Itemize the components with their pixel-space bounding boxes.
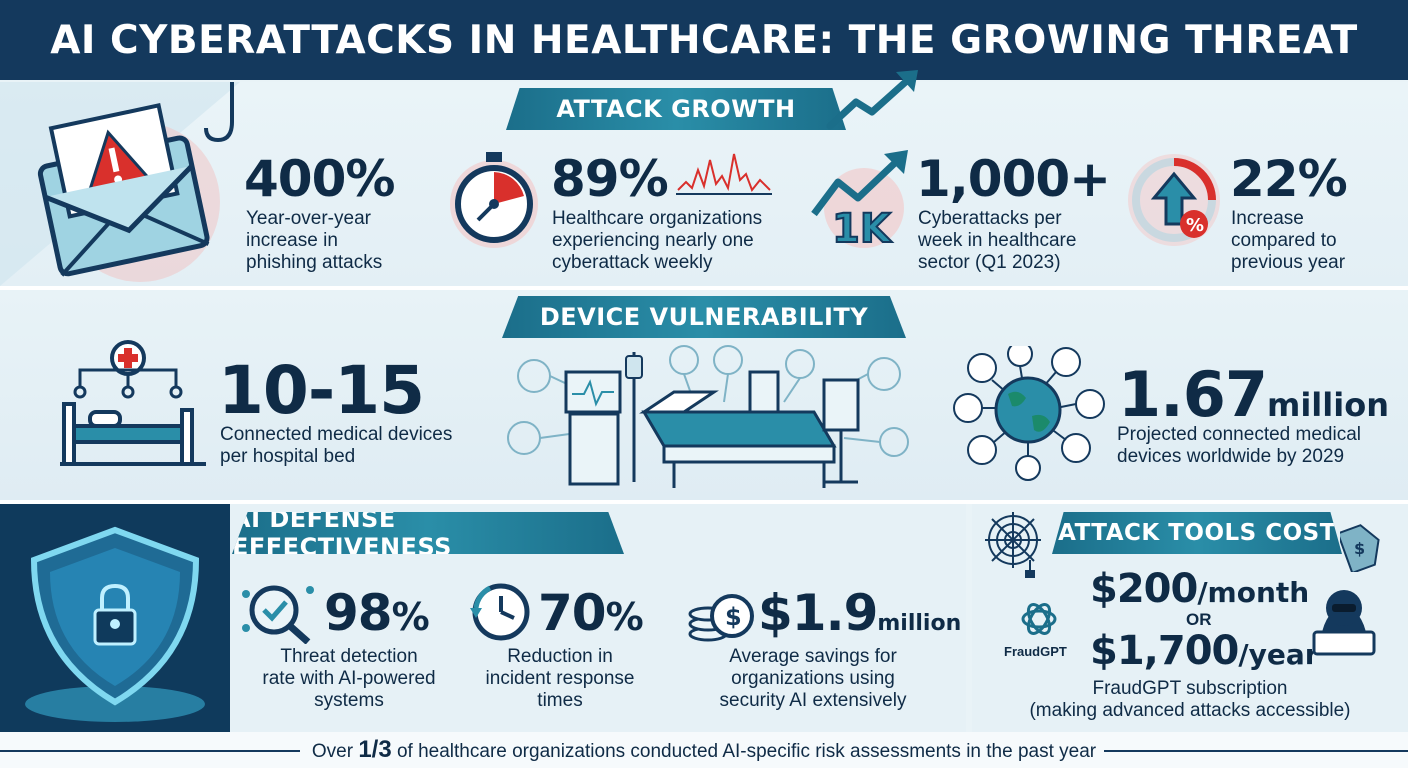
divider-2 xyxy=(0,500,1408,504)
stat-detection-value: 98% xyxy=(324,584,430,642)
price-month: $200/month xyxy=(1090,566,1310,612)
shield-lock-icon xyxy=(0,504,230,732)
stat-phishing-desc: Year-over-year increase in phishing atta… xyxy=(246,208,383,273)
hospital-bed-icon xyxy=(60,340,206,466)
fraudgpt-brand-label: FraudGPT xyxy=(1004,644,1067,659)
stat-global-devices-value: 1.67million xyxy=(1118,358,1389,431)
stat-response-desc: Reduction in incident response times xyxy=(485,646,635,711)
phishing-email-icon xyxy=(0,82,240,286)
trend-arrow-icon xyxy=(826,70,918,130)
stat-1000-desc: Cyberattacks per week in healthcare sect… xyxy=(918,208,1077,273)
or-separator: OR xyxy=(1186,610,1212,629)
device-vulnerability-banner: DEVICE VULNERABILITY xyxy=(502,296,906,338)
stat-phishing-value: 400% xyxy=(244,150,395,208)
clock-icon xyxy=(470,583,530,641)
stat-weekly-desc: Healthcare organizations experiencing ne… xyxy=(552,208,763,273)
stat-savings-desc: Average savings for organizations using … xyxy=(719,646,907,711)
stat-weekly-value: 89% xyxy=(551,150,669,208)
ai-defense-banner: AI DEFENSE EFFECTIVENESS xyxy=(232,512,624,554)
footer-highlight: 1/3 xyxy=(358,736,392,763)
spike-chart-icon xyxy=(676,153,772,195)
footer-note: Over 1/3 of healthcare organizations con… xyxy=(303,736,1105,764)
price-tag-icon: $ xyxy=(1340,524,1380,572)
footer-bar: Over 1/3 of healthcare organizations con… xyxy=(0,732,1408,768)
stat-devices-per-bed-desc: Connected medical devices per hospital b… xyxy=(220,424,453,467)
attack-tools-banner: ATTACK TOOLS COST xyxy=(1052,512,1342,554)
stat-22-value: 22% xyxy=(1230,150,1348,208)
stat-22-desc: Increase compared to previous year xyxy=(1231,208,1346,273)
percent-increase-icon: % xyxy=(1128,154,1220,246)
header-bar: AI CYBERATTACKS IN HEALTHCARE: THE GROWI… xyxy=(0,0,1408,80)
footer-line-right xyxy=(1080,750,1408,752)
stat-1000-value: 1,000+ xyxy=(916,150,1111,208)
divider-1 xyxy=(0,286,1408,290)
1k-label: 1K xyxy=(832,206,893,248)
price-year: $1,700/year xyxy=(1090,628,1319,674)
fraudgpt-logo-icon xyxy=(1021,603,1057,635)
attack-growth-banner: ATTACK GROWTH xyxy=(506,88,846,130)
percent-badge-label: % xyxy=(1186,215,1204,236)
hacker-icon xyxy=(1312,590,1376,656)
svg-text:$: $ xyxy=(1354,539,1365,558)
globe-network-icon xyxy=(953,346,1105,481)
coins-icon: $ xyxy=(688,594,754,642)
stat-savings-value: $1.9million xyxy=(758,584,962,642)
stat-detection-desc: Threat detection rate with AI-powered sy… xyxy=(262,646,436,711)
stat-global-devices-desc: Projected connected medical devices worl… xyxy=(1117,424,1361,467)
stopwatch-icon xyxy=(450,152,538,248)
stat-devices-per-bed-value: 10-15 xyxy=(218,352,425,429)
attack-tools-desc: FraudGPT subscription (making advanced a… xyxy=(1029,678,1351,721)
connected-devices-illustration xyxy=(507,345,909,488)
svg-text:$: $ xyxy=(725,603,742,631)
stat-response-value: 70% xyxy=(538,584,644,642)
1k-growth-icon: 1K xyxy=(811,150,908,248)
magnifier-check-icon xyxy=(242,585,314,644)
spider-web-icon xyxy=(985,512,1041,578)
footer-line-left xyxy=(0,750,300,752)
page-title: AI CYBERATTACKS IN HEALTHCARE: THE GROWI… xyxy=(50,17,1358,63)
